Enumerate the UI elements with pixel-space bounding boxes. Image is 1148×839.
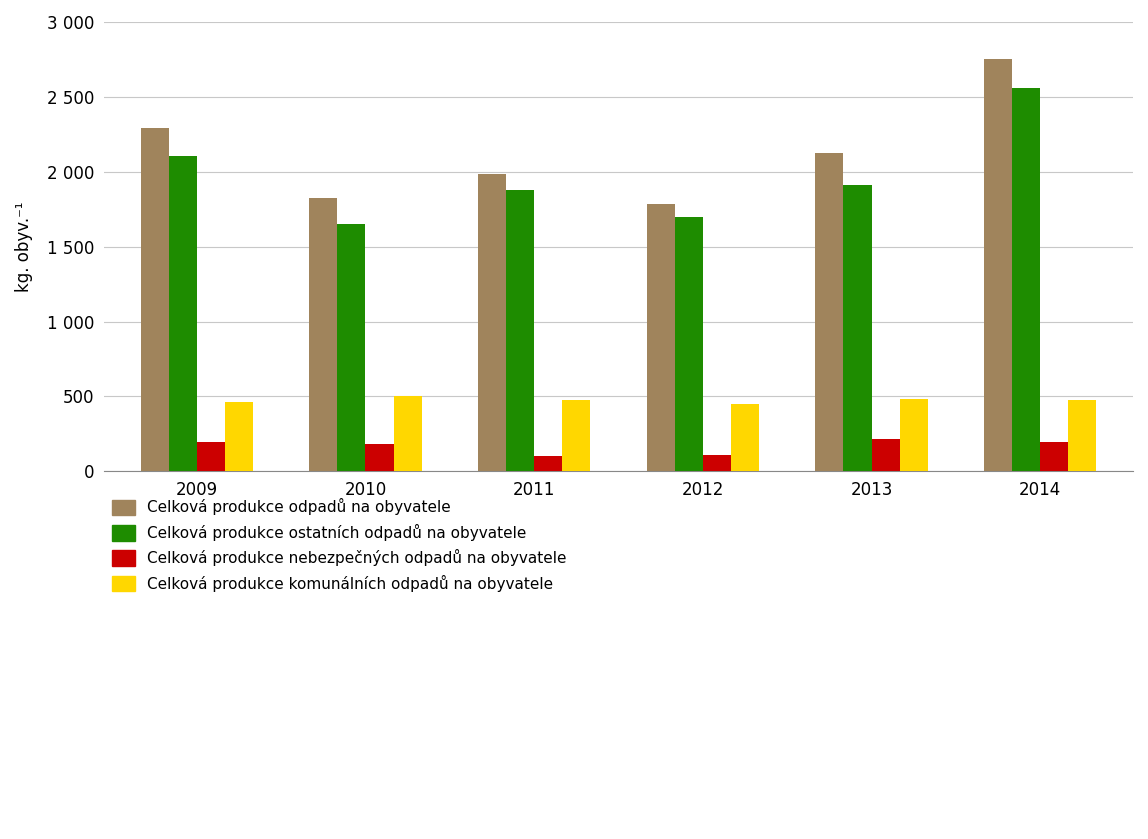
Bar <box>900 399 928 472</box>
Bar <box>196 442 225 472</box>
Bar <box>225 402 253 472</box>
Bar <box>1013 88 1040 472</box>
Bar <box>394 396 421 472</box>
Bar <box>731 404 759 472</box>
Bar <box>844 185 871 472</box>
Bar <box>703 455 731 472</box>
Bar <box>534 456 563 472</box>
Bar <box>871 440 900 472</box>
Bar <box>365 444 394 472</box>
Bar <box>478 174 506 472</box>
Bar <box>338 224 365 472</box>
Bar <box>1069 400 1096 472</box>
Bar <box>675 217 703 472</box>
Y-axis label: kg. obyv.⁻¹: kg. obyv.⁻¹ <box>15 201 33 292</box>
Bar <box>1040 442 1069 472</box>
Bar <box>140 128 169 472</box>
Bar <box>815 153 844 472</box>
Bar <box>984 60 1013 472</box>
Bar <box>309 198 338 472</box>
Legend: Celková produkce odpadů na obyvatele, Celková produkce ostatních odpadů na obyva: Celková produkce odpadů na obyvatele, Ce… <box>111 498 566 591</box>
Bar <box>646 204 675 472</box>
Bar <box>169 156 196 472</box>
Bar <box>563 400 590 472</box>
Bar <box>506 190 534 472</box>
